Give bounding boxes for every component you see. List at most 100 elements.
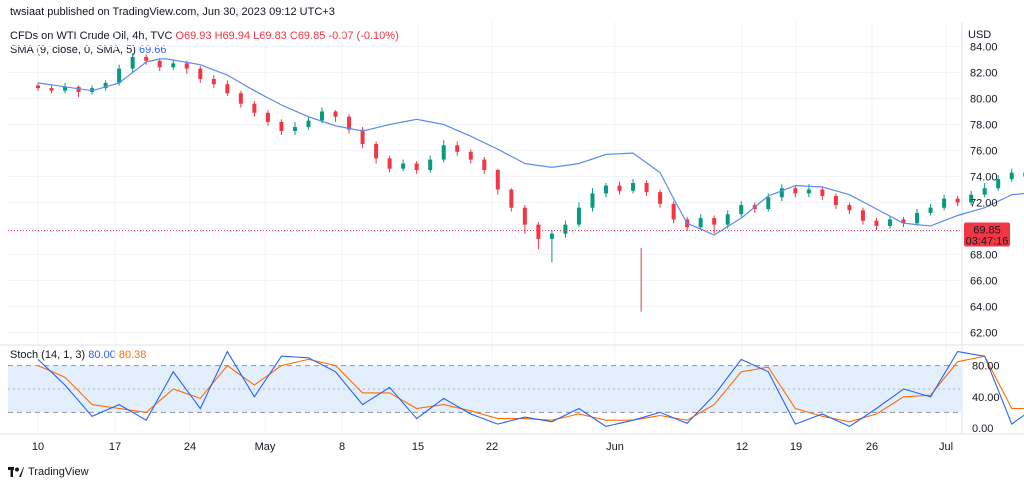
price-tick-label: 64.00 bbox=[970, 302, 998, 314]
price-tag bbox=[964, 222, 1010, 247]
candle-body bbox=[387, 158, 392, 169]
candle-body bbox=[198, 68, 203, 79]
time-tick-label: Jun bbox=[606, 441, 624, 453]
candle-body bbox=[806, 189, 811, 194]
candle-body bbox=[982, 188, 987, 195]
publish-info: twsiaat published on TradingView.com, Ju… bbox=[10, 6, 335, 18]
candle-body bbox=[90, 88, 95, 92]
candle-body bbox=[576, 207, 581, 225]
symbol-name: CFDs on WTI Crude Oil, 4h, TVC bbox=[10, 30, 173, 42]
candle-body bbox=[428, 159, 433, 170]
candle-body bbox=[901, 219, 906, 224]
close-value: C69.85 bbox=[289, 30, 326, 42]
time-tick-label: 24 bbox=[184, 441, 196, 453]
candle-body bbox=[874, 220, 879, 226]
candle-body bbox=[441, 145, 446, 160]
candle-body bbox=[509, 189, 514, 208]
candle-body bbox=[374, 144, 379, 159]
candle-body bbox=[360, 129, 365, 144]
candle-body bbox=[36, 85, 40, 89]
price-tick-label: 74.00 bbox=[970, 172, 998, 184]
candle-body bbox=[184, 63, 189, 69]
time-tick-label: 19 bbox=[790, 441, 802, 453]
price-tag-countdown: 03:47:16 bbox=[966, 235, 1009, 247]
candle-body bbox=[157, 60, 162, 68]
candle-body bbox=[671, 203, 676, 220]
candle-body bbox=[793, 188, 798, 194]
stoch-tick-label: 0.00 bbox=[972, 423, 993, 435]
time-tick-label: 12 bbox=[736, 441, 748, 453]
candle-body bbox=[144, 56, 149, 61]
candle-body bbox=[265, 112, 270, 122]
candle-body bbox=[658, 192, 663, 204]
time-tick-label: 22 bbox=[486, 441, 498, 453]
candle-body bbox=[279, 121, 284, 131]
candle-body bbox=[468, 151, 473, 160]
candle-body bbox=[820, 189, 825, 196]
open-value: O69.93 bbox=[175, 30, 212, 42]
time-tick-label: 26 bbox=[866, 441, 878, 453]
stoch-d-value: 80.38 bbox=[118, 349, 147, 361]
candle-body bbox=[347, 116, 352, 130]
candle-body bbox=[915, 212, 920, 224]
price-tick-label: 66.00 bbox=[970, 276, 998, 288]
candle-body bbox=[414, 163, 419, 170]
price-tick-label: 84.00 bbox=[970, 42, 998, 54]
candle-body bbox=[225, 84, 230, 94]
candle-body bbox=[590, 193, 595, 208]
price-tick-label: 82.00 bbox=[970, 68, 998, 80]
candle-body bbox=[130, 56, 135, 69]
candle-body bbox=[766, 197, 771, 209]
tradingview-brand: TradingView bbox=[28, 466, 89, 478]
tradingview-logo: TradingView bbox=[8, 466, 89, 478]
candle-body bbox=[482, 159, 487, 170]
candle-body bbox=[252, 103, 257, 113]
candle-body bbox=[306, 120, 311, 128]
candle-body bbox=[549, 233, 554, 239]
candle-body bbox=[847, 205, 852, 211]
time-tick-label: 10 bbox=[32, 441, 44, 453]
candle-body bbox=[455, 145, 460, 152]
candles bbox=[36, 53, 1024, 263]
time-tick-label: 8 bbox=[339, 441, 345, 453]
main-grid bbox=[8, 22, 962, 432]
price-tag-value: 69.85 bbox=[973, 224, 1001, 236]
tradingview-logo-icon bbox=[8, 467, 24, 477]
candle-body bbox=[495, 170, 500, 190]
price-tick-label: 62.00 bbox=[970, 328, 998, 340]
candle-body bbox=[103, 82, 108, 89]
candle-body bbox=[171, 63, 176, 68]
candle-body bbox=[928, 207, 933, 213]
sma-line bbox=[37, 58, 1024, 236]
high-value: H69.94 bbox=[214, 30, 251, 42]
candle-body bbox=[779, 188, 784, 198]
candle-body bbox=[401, 163, 406, 169]
candle-body bbox=[712, 218, 717, 225]
candle-body bbox=[320, 111, 324, 121]
candle-body bbox=[522, 207, 527, 225]
candle-body bbox=[631, 183, 636, 191]
low-value: L69.83 bbox=[253, 30, 287, 42]
stoch-k-line bbox=[37, 350, 1024, 428]
candle-body bbox=[211, 79, 216, 85]
price-tick-label: 68.00 bbox=[970, 250, 998, 262]
stoch-tick-label: 80.00 bbox=[972, 361, 1000, 373]
candle-body bbox=[333, 111, 338, 117]
candle-body bbox=[860, 210, 865, 221]
candle-body bbox=[292, 127, 297, 131]
candle-body bbox=[942, 198, 947, 208]
candle-body bbox=[739, 205, 744, 215]
candle-body bbox=[888, 219, 892, 226]
price-tick-label: 72.00 bbox=[970, 198, 998, 210]
price-tick-label: 76.00 bbox=[970, 146, 998, 158]
time-tick-label: Jul bbox=[939, 441, 953, 453]
candle-body bbox=[563, 224, 568, 234]
time-tick-label: 15 bbox=[412, 441, 424, 453]
candle-body bbox=[698, 218, 703, 228]
candle-body bbox=[833, 196, 838, 206]
candle-body bbox=[996, 179, 1001, 189]
price-tick-label: 78.00 bbox=[970, 120, 998, 132]
stoch-label: Stoch (14, 1, 3) bbox=[10, 349, 86, 361]
candle-body bbox=[1009, 172, 1014, 180]
